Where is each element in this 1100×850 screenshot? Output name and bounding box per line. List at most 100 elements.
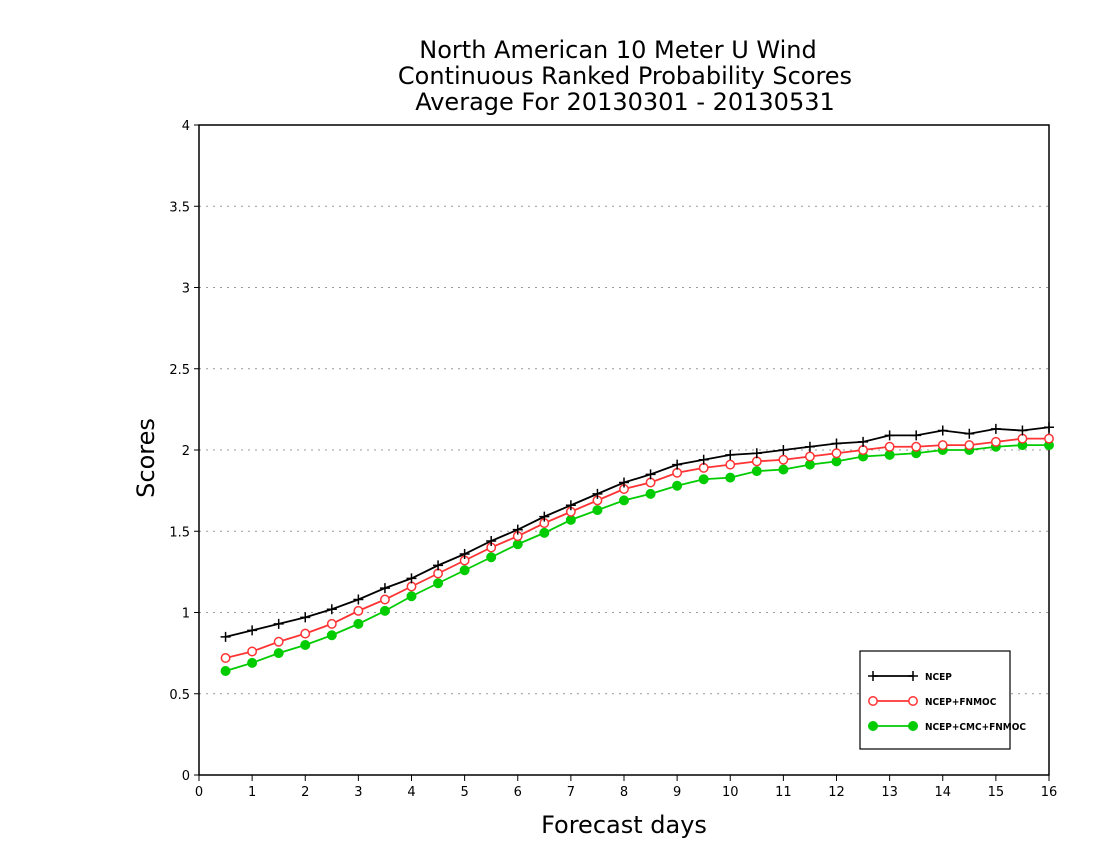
data-point — [512, 524, 523, 535]
data-point — [353, 594, 364, 605]
x-tick-label: 2 — [301, 785, 309, 800]
data-point — [1017, 433, 1028, 444]
data-point — [804, 451, 815, 462]
x-tick-label: 15 — [988, 785, 1005, 800]
data-point — [406, 581, 417, 592]
data-point — [751, 456, 762, 467]
y-axis-label: Scores — [132, 418, 160, 498]
title-line-3: Average For 20130301 - 20130531 — [415, 88, 835, 116]
x-tick-label: 3 — [354, 785, 362, 800]
data-point — [911, 441, 922, 452]
data-point — [592, 488, 603, 499]
x-tick-label: 0 — [195, 785, 203, 800]
x-tick-label: 4 — [407, 785, 415, 800]
y-tick-label: 4 — [182, 119, 190, 134]
data-point — [645, 477, 656, 488]
data-point — [406, 591, 417, 602]
data-point — [831, 438, 842, 449]
legend-entry: NCEP+CMC+FNMOC — [868, 721, 1026, 733]
data-point — [990, 423, 1001, 434]
data-point — [804, 459, 815, 470]
title-line-2: Continuous Ranked Probability Scores — [398, 62, 852, 90]
data-point — [433, 560, 444, 571]
data-point — [406, 573, 417, 584]
data-point — [619, 477, 629, 488]
series-ncep-fnmoc — [220, 433, 1054, 663]
series-ncep-cmc-fnmoc — [220, 440, 1054, 676]
data-point — [884, 441, 895, 452]
grid-layer — [199, 205, 1049, 695]
data-point — [884, 430, 895, 441]
data-point — [247, 657, 258, 668]
data-point — [698, 454, 709, 465]
y-tick-label: 0 — [182, 769, 190, 784]
legend-label: NCEP — [925, 672, 952, 683]
data-point — [247, 646, 258, 657]
y-tick-label: 1.5 — [169, 525, 190, 540]
x-tick-label: 11 — [775, 785, 792, 800]
x-axis-label: Forecast days — [541, 811, 707, 839]
series-line — [225, 426, 1050, 638]
data-point — [698, 462, 709, 473]
data-point — [937, 425, 948, 436]
x-tick-label: 16 — [1041, 785, 1058, 800]
data-point — [300, 640, 311, 650]
data-point — [433, 578, 444, 589]
data-point — [725, 459, 736, 470]
x-tick-label: 14 — [934, 785, 951, 800]
data-point — [672, 480, 683, 491]
legend-marker-end — [908, 696, 918, 706]
data-point — [672, 467, 683, 478]
data-point — [220, 666, 231, 676]
data-point — [911, 430, 922, 441]
x-tick-label: 12 — [828, 785, 845, 800]
data-point — [565, 514, 576, 525]
data-point — [379, 594, 390, 605]
legend-marker-start — [868, 671, 878, 681]
data-point — [778, 445, 789, 455]
data-point — [512, 539, 523, 550]
data-point — [486, 536, 497, 546]
y-tick-label: 2.5 — [169, 363, 190, 378]
x-tick-label: 13 — [881, 785, 898, 800]
data-point — [1044, 433, 1054, 444]
legend-entry: NCEP+FNMOC — [868, 696, 997, 708]
data-point — [379, 605, 390, 616]
data-point — [326, 630, 337, 641]
y-tick-label: 0.5 — [169, 688, 190, 703]
data-point — [247, 625, 258, 636]
data-point — [539, 511, 550, 522]
data-point — [645, 469, 656, 480]
x-tick-label: 8 — [620, 785, 628, 800]
data-point — [326, 604, 337, 615]
data-point — [220, 631, 231, 642]
data-point — [1017, 425, 1028, 436]
legend-marker-end — [908, 721, 918, 731]
data-point — [884, 449, 895, 460]
legend-label: NCEP+CMC+FNMOC — [925, 722, 1026, 733]
y-tick-label: 3.5 — [169, 200, 190, 215]
data-point — [698, 474, 709, 485]
data-point — [273, 636, 284, 647]
legend-marker-start — [868, 696, 878, 706]
title-line-1: North American 10 Meter U Wind — [419, 36, 816, 64]
data-point — [804, 441, 815, 452]
x-tick-label: 9 — [673, 785, 681, 800]
data-point — [459, 549, 470, 559]
y-tick-label: 3 — [182, 282, 190, 297]
data-point — [273, 618, 284, 629]
data-point — [778, 454, 789, 465]
tick-layer: 00.511.522.533.540 1 2 3 4 5 6 7 8 9 10 11 12 13 14 15 1… — [169, 119, 1057, 800]
x-tick-label: 6 — [514, 785, 522, 800]
y-tick-label: 2 — [182, 444, 190, 459]
data-point — [964, 428, 975, 439]
data-point — [751, 448, 762, 459]
data-point — [353, 605, 364, 616]
x-tick-label: 1 — [248, 785, 256, 800]
data-point — [778, 464, 789, 475]
data-point — [459, 565, 470, 576]
data-point — [751, 466, 762, 477]
data-point — [300, 628, 311, 639]
data-point — [725, 472, 736, 483]
